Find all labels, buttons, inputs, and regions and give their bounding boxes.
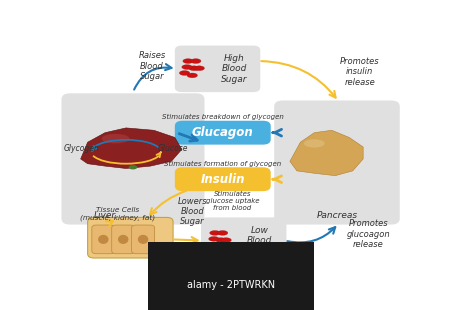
Text: Raises
Blood
Sugar: Raises Blood Sugar (139, 51, 166, 81)
Polygon shape (81, 128, 182, 169)
Text: Glucagon: Glucagon (192, 126, 254, 139)
Text: Promotes
insulin
release: Promotes insulin release (340, 57, 379, 87)
Ellipse shape (214, 245, 225, 250)
Ellipse shape (180, 71, 190, 75)
FancyBboxPatch shape (201, 217, 287, 264)
Text: Lowers
Blood
Sugar: Lowers Blood Sugar (177, 197, 207, 226)
Text: Pancreas: Pancreas (316, 210, 358, 219)
FancyBboxPatch shape (274, 100, 400, 224)
Polygon shape (290, 130, 363, 176)
Text: Glucose: Glucose (158, 144, 189, 153)
Ellipse shape (187, 73, 198, 78)
Text: Stimulates
glucose uptake
from blood: Stimulates glucose uptake from blood (206, 191, 259, 211)
FancyBboxPatch shape (131, 225, 155, 254)
Text: Liver: Liver (94, 210, 116, 219)
Ellipse shape (102, 134, 130, 144)
Ellipse shape (98, 235, 108, 244)
FancyBboxPatch shape (62, 93, 204, 224)
FancyBboxPatch shape (112, 225, 135, 254)
Text: Promotes
glucoagon
release: Promotes glucoagon release (346, 219, 390, 249)
Text: Glycogen: Glycogen (63, 144, 99, 153)
Ellipse shape (118, 235, 128, 244)
Ellipse shape (194, 66, 204, 71)
FancyBboxPatch shape (175, 121, 271, 144)
Ellipse shape (129, 165, 137, 170)
Ellipse shape (216, 238, 226, 242)
Ellipse shape (210, 231, 220, 235)
Text: Stimulates breakdown of glycogen: Stimulates breakdown of glycogen (162, 114, 284, 120)
Ellipse shape (206, 242, 217, 247)
Text: Insulin: Insulin (201, 173, 245, 186)
FancyBboxPatch shape (175, 167, 271, 191)
Text: alamy - 2PTWRKN: alamy - 2PTWRKN (187, 281, 274, 290)
Ellipse shape (209, 237, 219, 241)
Ellipse shape (183, 59, 194, 64)
Ellipse shape (182, 65, 192, 69)
Text: Tissue Cells
(muscle, kidney, fat): Tissue Cells (muscle, kidney, fat) (80, 207, 155, 221)
FancyBboxPatch shape (92, 225, 115, 254)
Ellipse shape (304, 139, 325, 148)
Text: Stimulates formation of glycogen: Stimulates formation of glycogen (164, 161, 282, 167)
Text: Low
Blood
Sugar: Low Blood Sugar (246, 226, 273, 255)
Ellipse shape (138, 235, 148, 244)
Ellipse shape (221, 238, 231, 242)
Ellipse shape (217, 231, 228, 235)
Ellipse shape (190, 59, 201, 64)
FancyBboxPatch shape (175, 46, 260, 92)
Text: High
Blood
Sugar: High Blood Sugar (221, 54, 248, 84)
FancyBboxPatch shape (88, 217, 173, 258)
Ellipse shape (189, 66, 199, 71)
